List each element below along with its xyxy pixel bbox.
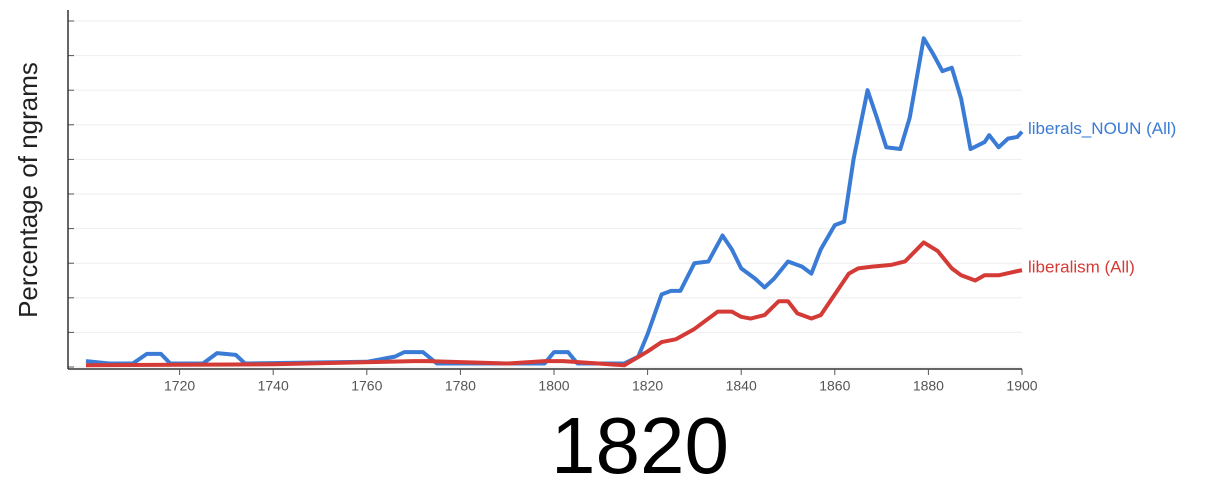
x-tick-label: 1820	[632, 378, 663, 394]
series-label: liberalism (All)	[1028, 258, 1135, 277]
x-tick-label: 1780	[445, 378, 476, 394]
chart-title: 1820	[551, 401, 729, 481]
series-line	[85, 240, 1023, 368]
y-axis-label: Percentage of ngrams	[13, 62, 43, 318]
x-tick-label: 1860	[819, 378, 850, 394]
series-line	[85, 36, 1024, 366]
x-tick-label: 1740	[258, 378, 289, 394]
x-tick-label: 1720	[164, 378, 195, 394]
series-label: liberals_NOUN (All)	[1028, 119, 1176, 138]
x-tick-label: 1800	[538, 378, 569, 394]
x-tick-label: 1760	[351, 378, 382, 394]
x-tick-label: 1900	[1006, 378, 1037, 394]
x-tick-label: 1840	[726, 378, 757, 394]
x-tick-label: 1880	[913, 378, 944, 394]
